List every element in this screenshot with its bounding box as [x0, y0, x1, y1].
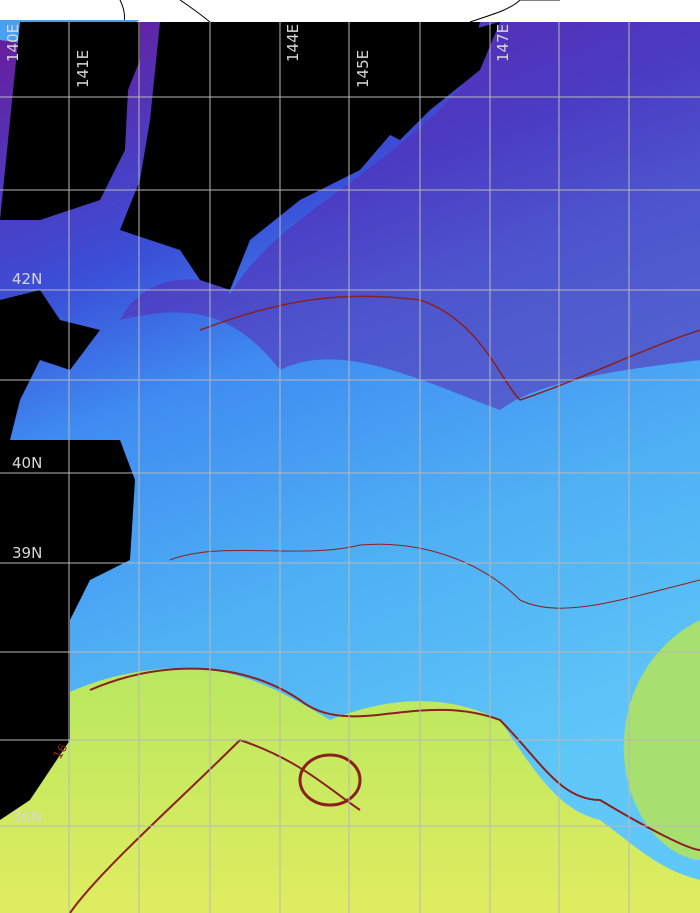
contour-label: 16 — [50, 741, 70, 761]
lon-label: 140E — [4, 24, 22, 62]
lat-label: 39N — [12, 544, 42, 562]
contour-line — [69, 738, 361, 913]
lon-label: 147E — [494, 24, 512, 62]
warm-water-region — [0, 668, 700, 913]
contour-line — [169, 543, 700, 609]
lat-label: 36N — [12, 808, 42, 826]
lat-label: 42N — [12, 270, 42, 288]
cold-water-region — [120, 22, 700, 410]
lon-label: 144E — [284, 24, 302, 62]
land-island — [380, 22, 500, 140]
lon-label: 141E — [74, 50, 92, 88]
contour-line — [89, 667, 700, 851]
lat-label: 40N — [12, 454, 42, 472]
contour-line — [199, 295, 700, 401]
contour-eddy — [298, 753, 362, 807]
top-margin — [0, 0, 700, 22]
graticule — [0, 22, 700, 913]
lon-label: 145E — [354, 50, 372, 88]
